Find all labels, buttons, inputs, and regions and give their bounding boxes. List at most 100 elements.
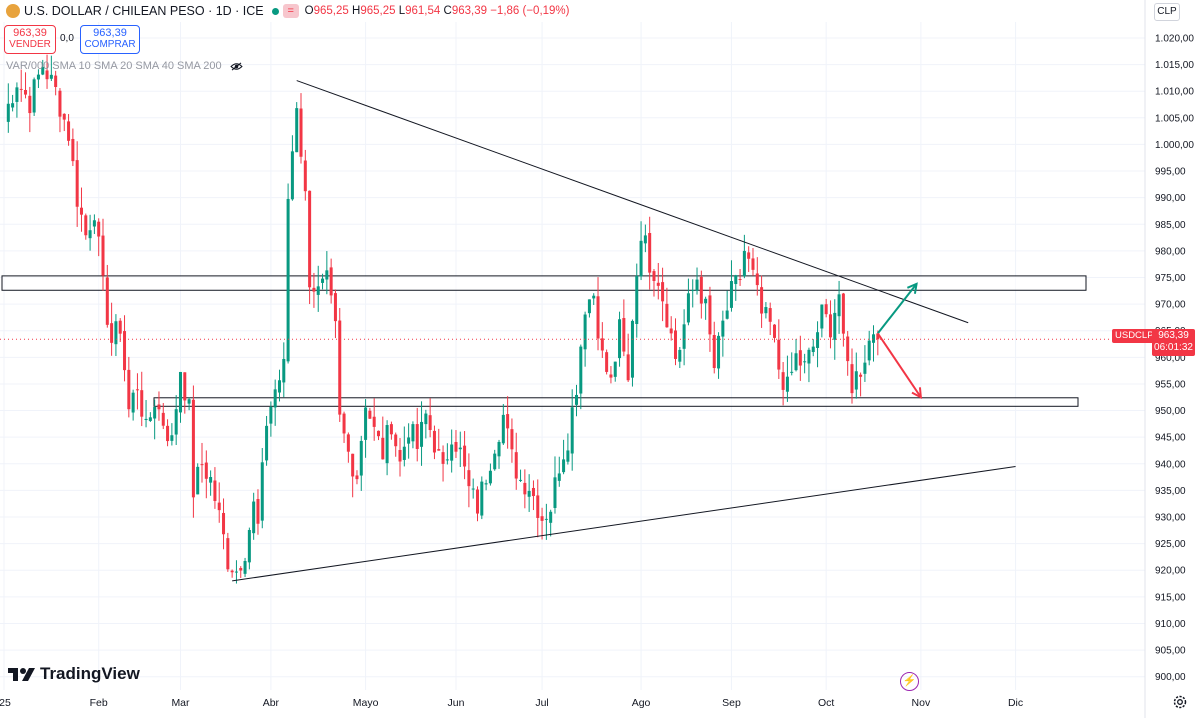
buy-button[interactable]: 963,39 COMPRAR	[80, 25, 140, 54]
candle-body	[321, 278, 325, 283]
currency-button[interactable]: CLP	[1154, 3, 1180, 21]
ascending-trendline	[232, 465, 1016, 582]
candle-body	[497, 441, 501, 457]
arrow-down-head	[911, 387, 923, 399]
descending-trendline	[296, 80, 969, 324]
candle-body	[587, 299, 591, 314]
candle-body	[872, 334, 876, 343]
y-tick-label: 1.005,00	[1155, 113, 1194, 124]
candle-body	[6, 103, 10, 122]
candle-body	[131, 392, 135, 413]
arrow-down	[876, 332, 922, 398]
candle-body	[643, 235, 647, 244]
high-value: 965,25	[360, 5, 396, 17]
y-tick-label: 900,00	[1155, 672, 1186, 683]
candle-body	[243, 560, 247, 574]
candle-body	[428, 415, 432, 431]
candle-body	[583, 314, 587, 350]
open-value: 965,25	[313, 5, 349, 17]
candle-body	[411, 424, 415, 442]
candle-body	[329, 267, 333, 296]
candle-body	[437, 449, 441, 451]
tradingview-logo[interactable]: TradingView	[8, 664, 140, 684]
candle-body	[71, 138, 75, 162]
candle-body	[454, 441, 458, 452]
candle-body	[333, 293, 337, 322]
candle-body	[635, 275, 639, 324]
indicator-legend[interactable]: VAR/000 SMA 10 SMA 20 SMA 40 SMA 200	[6, 60, 243, 72]
x-tick-label: Dic	[1008, 697, 1023, 709]
candle-body	[19, 88, 23, 90]
candle-body	[54, 75, 58, 88]
candle-body	[596, 296, 600, 339]
sell-button[interactable]: 963,39 VENDER	[4, 25, 56, 54]
candle-body	[286, 198, 290, 362]
x-tick-label: Ago	[632, 697, 651, 709]
candle-body	[824, 304, 828, 315]
candle-body	[407, 437, 411, 444]
x-tick-label: Mayo	[353, 697, 379, 709]
candle-body	[79, 207, 83, 215]
candle-body	[673, 330, 678, 359]
candle-body	[471, 488, 475, 490]
compare-button[interactable]: =	[282, 4, 299, 18]
arrow-up-head	[906, 282, 918, 294]
y-tick-label: 905,00	[1155, 646, 1186, 657]
candle-body	[463, 445, 467, 467]
last-price-value: 963,39	[1158, 330, 1189, 341]
y-tick-label: 925,00	[1155, 539, 1186, 550]
candle-body	[574, 394, 579, 405]
candle-body	[432, 430, 436, 453]
candle-body	[816, 332, 820, 348]
time-axis[interactable]: '25 Feb Mar Abr Mayo Jun Jul Ago Sep Oct Nov Dic	[0, 697, 1023, 709]
candle-body	[295, 108, 299, 153]
candle-body	[252, 501, 256, 534]
candle-body	[49, 74, 53, 79]
candle-body	[755, 273, 759, 286]
resistance-zone	[1, 275, 1087, 291]
candle-body	[841, 293, 845, 334]
candle-body	[41, 66, 45, 75]
candle-body	[605, 352, 609, 372]
candle-body	[785, 376, 789, 392]
lightning-icon[interactable]: ⚡	[900, 672, 919, 691]
candle-body	[265, 425, 269, 461]
candle-body	[299, 108, 303, 157]
candle-body	[747, 252, 751, 259]
settings-gear-icon[interactable]	[1172, 694, 1188, 710]
candle-body	[67, 121, 71, 141]
change-value: −1,86 (−0,19%)	[490, 5, 570, 17]
candle-body	[62, 113, 66, 120]
eye-icon[interactable]	[229, 61, 243, 71]
candle-body	[798, 350, 802, 366]
candle-body	[290, 151, 294, 200]
candle-body	[338, 320, 342, 415]
candle-body	[187, 399, 191, 404]
candle-body	[312, 287, 316, 292]
candle-body	[510, 429, 514, 450]
candle-body	[200, 464, 204, 466]
candle-body	[630, 320, 634, 378]
market-status-icon	[271, 7, 279, 15]
spread-value: 0,0	[60, 33, 74, 44]
candle-body	[351, 453, 355, 477]
price-axis[interactable]: 900,00 905,00 910,00 915,00 920,00 925,00 930,…	[1144, 0, 1201, 718]
candle-body	[209, 477, 213, 483]
candle-body	[15, 87, 19, 102]
candle-body	[488, 470, 492, 484]
candle-body	[325, 270, 329, 280]
candle-body	[398, 449, 402, 462]
candle-body	[226, 538, 230, 570]
candle-body	[570, 407, 574, 454]
y-tick-label: 1.000,00	[1155, 140, 1194, 151]
symbol-title[interactable]: U.S. DOLLAR / CHILEAN PESO · 1D · ICE	[24, 4, 264, 18]
candle-body	[75, 160, 79, 207]
y-tick-label: 915,00	[1155, 592, 1186, 603]
candle-body	[764, 307, 768, 314]
x-tick-label: Abr	[263, 697, 280, 709]
candle-body	[97, 221, 101, 237]
candle-body	[174, 409, 178, 435]
candle-body	[557, 473, 561, 481]
candle-body	[854, 371, 858, 390]
